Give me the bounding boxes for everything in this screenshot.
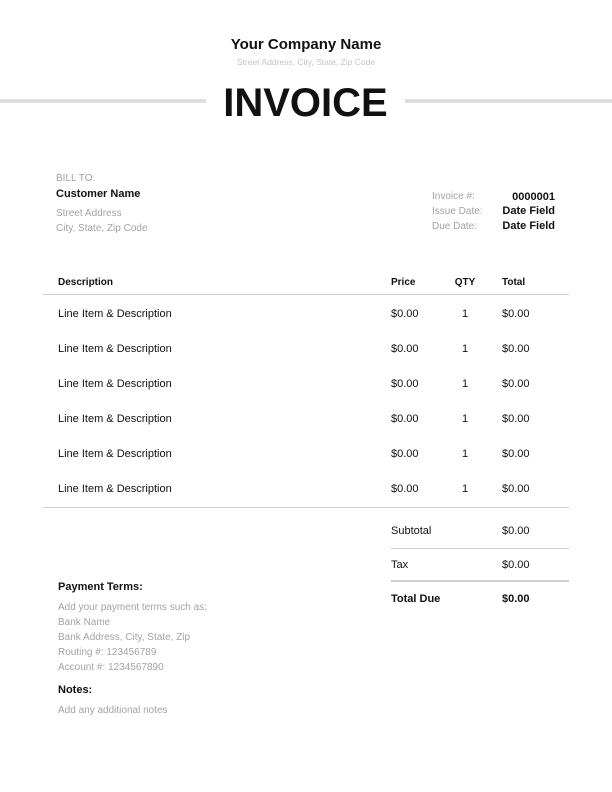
- subtotal-value: $0.00: [502, 525, 530, 537]
- due-date-label: Due Date:: [432, 221, 478, 232]
- tax-divider: [391, 580, 569, 582]
- row-price: $0.00: [391, 343, 419, 355]
- row-qty: 1: [461, 378, 469, 390]
- row-qty: 1: [461, 343, 469, 355]
- total-due-label: Total Due: [391, 593, 441, 605]
- row-total: $0.00: [502, 343, 530, 355]
- row-qty: 1: [461, 448, 469, 460]
- subtotal-divider: [391, 548, 569, 549]
- row-price: $0.00: [391, 308, 419, 320]
- customer-name: Customer Name: [56, 188, 141, 200]
- payment-terms-line: Bank Name: [58, 617, 111, 628]
- tax-value: $0.00: [502, 559, 530, 571]
- row-description: Line Item & Description: [58, 448, 172, 460]
- payment-terms-line: Routing #: 123456789: [58, 647, 157, 658]
- title-rule-left: [0, 99, 206, 103]
- row-total: $0.00: [502, 483, 530, 495]
- row-qty: 1: [461, 483, 469, 495]
- row-qty: 1: [461, 308, 469, 320]
- bill-to-label: BILL TO:: [56, 173, 96, 184]
- row-description: Line Item & Description: [58, 308, 172, 320]
- title-rule-right: [405, 99, 612, 103]
- total-due-value: $0.00: [502, 593, 530, 605]
- row-description: Line Item & Description: [58, 483, 172, 495]
- invoice-number-label: Invoice #:: [432, 191, 475, 202]
- row-total: $0.00: [502, 308, 530, 320]
- row-price: $0.00: [391, 448, 419, 460]
- payment-terms-line: Bank Address, City, State, Zip: [58, 632, 191, 643]
- row-total: $0.00: [502, 448, 530, 460]
- header-divider: [43, 294, 569, 295]
- subtotal-label: Subtotal: [391, 525, 432, 537]
- row-description: Line Item & Description: [58, 343, 172, 355]
- header-price: Price: [391, 277, 416, 288]
- row-price: $0.00: [391, 413, 419, 425]
- customer-city: City, State, Zip Code: [56, 223, 148, 234]
- row-description: Line Item & Description: [58, 378, 172, 390]
- row-price: $0.00: [391, 378, 419, 390]
- due-date: Date Field: [502, 220, 555, 232]
- company-address: Street Address, City, State, Zip Code: [236, 57, 376, 67]
- customer-street: Street Address: [56, 208, 122, 219]
- notes-heading: Notes:: [58, 684, 93, 696]
- row-total: $0.00: [502, 413, 530, 425]
- tax-label: Tax: [391, 559, 409, 571]
- row-price: $0.00: [391, 483, 419, 495]
- payment-terms-line: Account #: 1234567890: [58, 662, 164, 673]
- issue-date-label: Issue Date:: [432, 206, 483, 217]
- row-qty: 1: [461, 413, 469, 425]
- row-total: $0.00: [502, 378, 530, 390]
- company-name: Your Company Name: [230, 36, 382, 53]
- payment-terms-heading: Payment Terms:: [58, 581, 143, 593]
- header-description: Description: [58, 277, 114, 288]
- header-qty: QTY: [454, 277, 476, 288]
- payment-terms-line: Add your payment terms such as:: [58, 602, 207, 613]
- table-bottom-divider: [43, 507, 569, 508]
- row-description: Line Item & Description: [58, 413, 172, 425]
- header-total: Total: [502, 277, 526, 288]
- invoice-number: 0000001: [512, 191, 555, 203]
- notes-text: Add any additional notes: [58, 705, 168, 716]
- issue-date: Date Field: [502, 205, 555, 217]
- invoice-title: INVOICE: [223, 81, 388, 125]
